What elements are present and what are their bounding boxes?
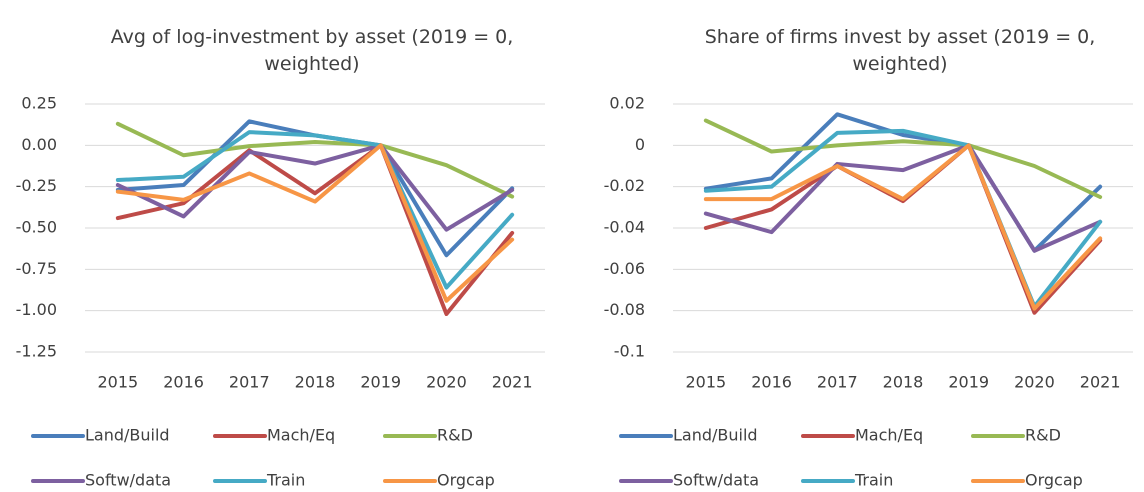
legend-label: Softw/data (85, 471, 171, 490)
legend-label: Orgcap (1025, 471, 1083, 490)
x-tick-label: 2021 (1080, 373, 1121, 392)
legend-label: Land/Build (85, 426, 170, 445)
legend-label: Orgcap (437, 471, 495, 490)
legend-label: R&D (437, 426, 473, 445)
series-line (703, 143, 1103, 311)
x-tick-label: 2015 (685, 373, 726, 392)
series-line (703, 143, 1103, 315)
x-tick-label: 2015 (97, 373, 138, 392)
legend-label: Train (266, 471, 305, 490)
x-tick-label: 2017 (229, 373, 270, 392)
x-tick-label: 2016 (751, 373, 792, 392)
x-tick-label: 2018 (883, 373, 924, 392)
series-line (703, 118, 1103, 199)
x-tick-label: 2018 (295, 373, 336, 392)
x-tick-label: 2020 (1014, 373, 1055, 392)
series-line (703, 143, 1103, 253)
y-tick-label: -0.25 (16, 176, 57, 195)
x-tick-label: 2017 (817, 373, 858, 392)
legend-label: Mach/Eq (267, 426, 335, 445)
y-tick-label: 0 (635, 135, 645, 154)
y-tick-label: -0.1 (614, 342, 645, 361)
x-tick-label: 2019 (948, 373, 989, 392)
chart-title: Avg of log-investment by asset (2019 = 0… (111, 26, 514, 75)
series-line (115, 143, 515, 316)
legend-label: R&D (1025, 426, 1061, 445)
legend-label: Land/Build (673, 426, 758, 445)
legend-label: Train (854, 471, 893, 490)
x-tick-label: 2016 (163, 373, 204, 392)
legend-label: Mach/Eq (855, 426, 923, 445)
legend-label: Softw/data (673, 471, 759, 490)
y-tick-label: -1.00 (16, 300, 57, 319)
series-line (115, 143, 515, 303)
series-line (115, 121, 515, 199)
y-tick-label: -0.02 (604, 176, 645, 195)
y-tick-label: -0.50 (16, 218, 57, 237)
y-tick-label: -0.06 (604, 259, 645, 278)
series-line (703, 128, 1103, 309)
series-line (115, 143, 515, 232)
y-tick-label: 0.00 (21, 135, 57, 154)
y-tick-label: -0.08 (604, 300, 645, 319)
x-tick-label: 2021 (492, 373, 533, 392)
y-tick-label: -0.04 (604, 218, 645, 237)
y-tick-label: 0.02 (609, 94, 645, 113)
y-tick-label: -1.25 (16, 342, 57, 361)
x-tick-label: 2020 (426, 373, 467, 392)
series-line (115, 130, 515, 290)
chart-title: Share of firms invest by asset (2019 = 0… (705, 26, 1096, 75)
y-tick-label: -0.75 (16, 259, 57, 278)
y-tick-label: 0.25 (21, 94, 57, 113)
x-tick-label: 2019 (360, 373, 401, 392)
